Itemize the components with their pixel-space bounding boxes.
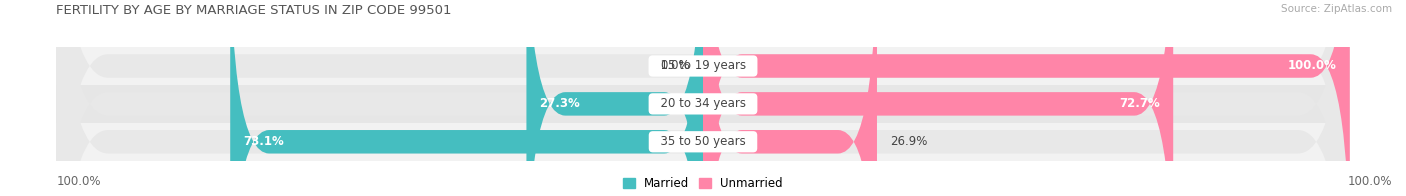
FancyBboxPatch shape — [703, 0, 1350, 196]
Text: 72.7%: 72.7% — [1119, 97, 1160, 110]
Text: 27.3%: 27.3% — [540, 97, 581, 110]
Bar — [56, 47, 1350, 85]
FancyBboxPatch shape — [56, 0, 1350, 196]
Bar — [56, 123, 1350, 161]
Text: 0.0%: 0.0% — [661, 60, 690, 73]
FancyBboxPatch shape — [703, 0, 1173, 196]
FancyBboxPatch shape — [526, 0, 703, 196]
Bar — [56, 85, 1350, 123]
FancyBboxPatch shape — [703, 0, 877, 196]
FancyBboxPatch shape — [56, 0, 1350, 196]
Text: 100.0%: 100.0% — [1347, 175, 1392, 188]
Text: 26.9%: 26.9% — [890, 135, 928, 148]
FancyBboxPatch shape — [231, 0, 703, 196]
Text: 35 to 50 years: 35 to 50 years — [652, 135, 754, 148]
Text: FERTILITY BY AGE BY MARRIAGE STATUS IN ZIP CODE 99501: FERTILITY BY AGE BY MARRIAGE STATUS IN Z… — [56, 4, 451, 17]
Text: Source: ZipAtlas.com: Source: ZipAtlas.com — [1281, 4, 1392, 14]
Text: 100.0%: 100.0% — [1288, 60, 1337, 73]
Text: 15 to 19 years: 15 to 19 years — [652, 60, 754, 73]
Legend: Married, Unmarried: Married, Unmarried — [623, 177, 783, 190]
FancyBboxPatch shape — [56, 0, 1350, 196]
Text: 100.0%: 100.0% — [56, 175, 101, 188]
Text: 20 to 34 years: 20 to 34 years — [652, 97, 754, 110]
Text: 73.1%: 73.1% — [243, 135, 284, 148]
